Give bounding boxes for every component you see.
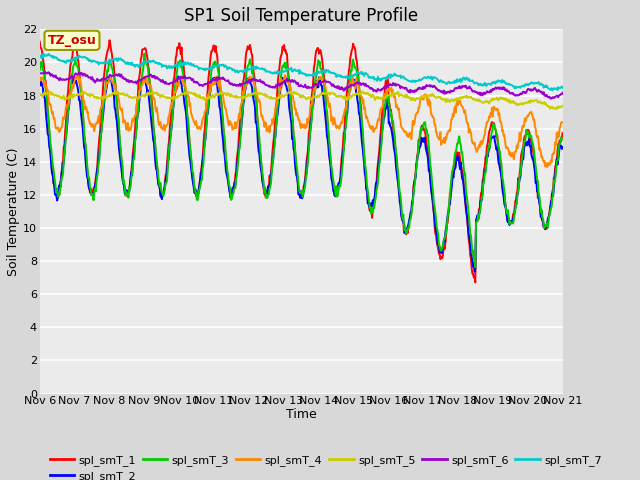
spl_smT_5 [551, 106, 559, 112]
spl_smT_4 [559, 120, 566, 125]
spl_smT_5 [45, 89, 53, 95]
spl_smT_6 [381, 84, 388, 90]
spl_smT_1 [99, 84, 107, 90]
Text: TZ_osu: TZ_osu [47, 34, 97, 47]
Line: spl_smT_4: spl_smT_4 [40, 75, 563, 167]
spl_smT_7 [100, 60, 108, 66]
spl_smT_3 [180, 75, 188, 81]
spl_smT_4 [180, 83, 188, 89]
spl_smT_5 [381, 96, 388, 101]
spl_smT_1 [153, 164, 161, 169]
spl_smT_1 [36, 39, 44, 45]
spl_smT_5 [359, 88, 367, 94]
spl_smT_7 [46, 53, 54, 59]
spl_smT_7 [180, 60, 188, 66]
Legend: spl_smT_1, spl_smT_2, spl_smT_3, spl_smT_4, spl_smT_5, spl_smT_6, spl_smT_7: spl_smT_1, spl_smT_2, spl_smT_3, spl_smT… [45, 450, 606, 480]
spl_smT_3 [99, 105, 107, 111]
spl_smT_5 [36, 91, 44, 96]
spl_smT_3 [365, 199, 373, 205]
spl_smT_2 [180, 101, 188, 107]
spl_smT_1 [106, 37, 113, 43]
spl_smT_1 [381, 93, 388, 98]
Line: spl_smT_2: spl_smT_2 [40, 77, 563, 272]
spl_smT_7 [36, 54, 44, 60]
spl_smT_3 [153, 158, 161, 164]
spl_smT_5 [365, 92, 373, 98]
spl_smT_7 [153, 60, 161, 66]
spl_smT_4 [45, 102, 53, 108]
spl_smT_6 [547, 96, 555, 102]
spl_smT_2 [471, 269, 479, 275]
spl_smT_6 [559, 90, 566, 96]
spl_smT_6 [46, 71, 54, 76]
spl_smT_1 [45, 128, 53, 134]
spl_smT_1 [472, 279, 479, 285]
spl_smT_6 [180, 73, 188, 79]
spl_smT_7 [548, 87, 556, 93]
spl_smT_7 [40, 50, 47, 56]
spl_smT_4 [281, 72, 289, 78]
spl_smT_4 [365, 121, 373, 127]
spl_smT_5 [559, 103, 566, 109]
Title: SP1 Soil Temperature Profile: SP1 Soil Temperature Profile [184, 7, 418, 25]
spl_smT_7 [381, 75, 388, 81]
spl_smT_5 [180, 91, 188, 96]
spl_smT_1 [365, 205, 373, 211]
spl_smT_1 [559, 130, 566, 136]
spl_smT_2 [36, 81, 44, 86]
spl_smT_2 [152, 166, 160, 172]
spl_smT_4 [152, 109, 160, 115]
spl_smT_5 [99, 96, 107, 102]
Line: spl_smT_1: spl_smT_1 [40, 40, 563, 282]
Line: spl_smT_6: spl_smT_6 [40, 72, 563, 99]
Y-axis label: Soil Temperature (C): Soil Temperature (C) [7, 147, 20, 276]
spl_smT_4 [381, 91, 388, 96]
spl_smT_4 [99, 97, 107, 103]
spl_smT_4 [36, 75, 44, 81]
spl_smT_6 [41, 69, 49, 74]
spl_smT_2 [559, 144, 566, 150]
spl_smT_6 [36, 71, 44, 76]
spl_smT_6 [100, 76, 108, 82]
spl_smT_3 [472, 264, 479, 270]
spl_smT_7 [365, 75, 373, 81]
spl_smT_3 [381, 102, 388, 108]
spl_smT_6 [365, 84, 373, 90]
spl_smT_2 [381, 114, 388, 120]
spl_smT_2 [365, 204, 373, 209]
spl_smT_4 [543, 164, 551, 170]
spl_smT_1 [180, 74, 188, 80]
spl_smT_5 [152, 90, 160, 96]
spl_smT_6 [153, 74, 161, 80]
Line: spl_smT_5: spl_smT_5 [40, 91, 563, 109]
spl_smT_2 [45, 144, 53, 149]
Line: spl_smT_7: spl_smT_7 [40, 53, 563, 90]
spl_smT_3 [141, 51, 148, 57]
spl_smT_3 [36, 67, 44, 72]
spl_smT_2 [99, 113, 107, 119]
Line: spl_smT_3: spl_smT_3 [40, 54, 563, 267]
spl_smT_3 [559, 136, 566, 142]
spl_smT_2 [175, 74, 182, 80]
spl_smT_7 [559, 85, 566, 91]
spl_smT_3 [45, 126, 53, 132]
X-axis label: Time: Time [286, 408, 317, 421]
